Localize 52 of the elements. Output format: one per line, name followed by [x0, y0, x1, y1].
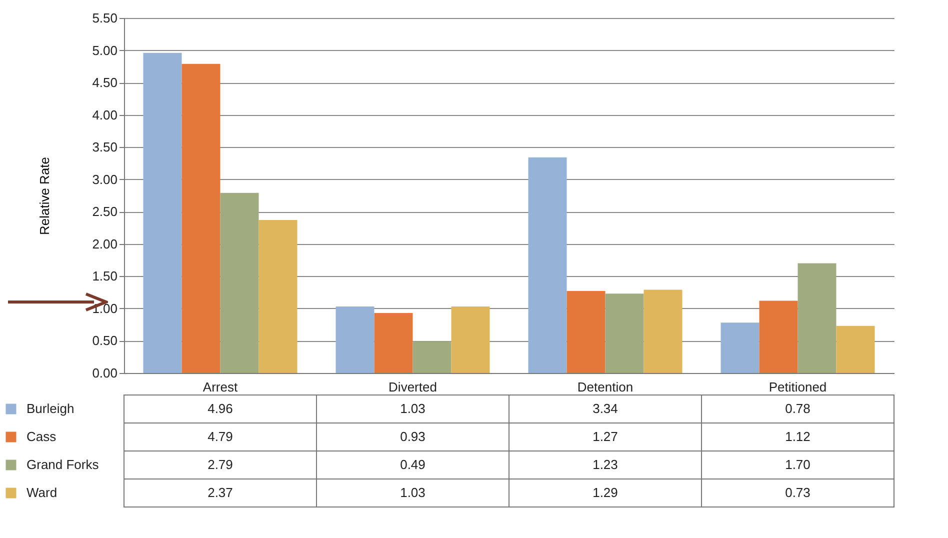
legend-label: Cass [26, 429, 57, 444]
legend-label: Burleigh [26, 401, 74, 416]
y-tick-label: 5.00 [92, 42, 118, 58]
y-tick-label: 4.50 [92, 75, 118, 90]
legend-label: Grand Forks [26, 457, 100, 472]
bar [220, 192, 259, 373]
bar [182, 64, 220, 373]
y-tick-label: 0.00 [92, 366, 118, 380]
data-label: 4.96 [208, 401, 233, 416]
bar [566, 291, 606, 373]
y-tick-label: 2.00 [92, 236, 118, 252]
bar [644, 290, 682, 373]
y-tick-label: 2.50 [92, 204, 118, 220]
data-label: 4.79 [208, 429, 233, 444]
data-label: 2.79 [208, 457, 233, 472]
y-tick-label: 1.50 [92, 268, 118, 284]
bar [258, 220, 298, 373]
y-axis-title: Relative Rate [37, 156, 52, 236]
bar [720, 322, 760, 373]
y-tick-label: 5.50 [92, 10, 118, 26]
data-label: 2.37 [208, 485, 233, 500]
bar [374, 312, 413, 373]
bar [836, 326, 875, 373]
data-label: 1.03 [400, 485, 426, 500]
bar [336, 306, 374, 373]
bar [528, 157, 567, 373]
data-label: 1.29 [592, 485, 618, 500]
bar [798, 263, 836, 373]
data-label: 1.70 [785, 457, 810, 472]
data-label: 0.49 [400, 457, 426, 472]
y-tick-label: 3.50 [92, 140, 118, 155]
y-tick-label: 3.00 [92, 172, 118, 187]
y-tick-label: 4.00 [92, 107, 118, 122]
bar [451, 306, 490, 373]
data-label: 1.12 [785, 429, 810, 444]
x-tick-label: Diverted [388, 380, 437, 394]
y-tick-label: 0.50 [92, 333, 118, 348]
bar [759, 300, 798, 373]
data-label: 1.03 [400, 401, 426, 416]
data-label: 1.27 [592, 429, 618, 444]
bar [605, 294, 644, 373]
data-label: 0.93 [400, 429, 426, 444]
bar [412, 341, 452, 373]
x-tick-label: Petitioned [768, 380, 827, 394]
data-label: 1.23 [592, 457, 618, 472]
legend-label: Ward [26, 485, 58, 500]
data-label: 0.78 [785, 401, 810, 416]
x-tick-label: Detention [577, 380, 634, 394]
data-label: 3.34 [592, 401, 618, 416]
data-label: 0.73 [785, 485, 810, 500]
bar [143, 52, 182, 373]
x-tick-label: Arrest [202, 380, 238, 394]
